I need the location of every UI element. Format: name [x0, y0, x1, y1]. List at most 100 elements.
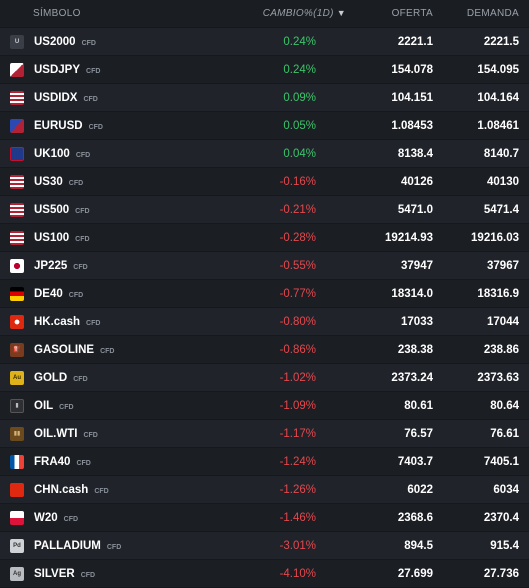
- table-row[interactable]: ▮▮ OIL.WTI CFD -1.17% 76.57 76.61: [0, 420, 529, 448]
- change-percent: -0.28%: [279, 231, 316, 244]
- symbol-name: HK.cash: [34, 315, 81, 328]
- bid-price[interactable]: 37947: [401, 259, 433, 272]
- table-row[interactable]: CHN.cash CFD -1.26% 6022 6034: [0, 476, 529, 504]
- uk-flag-icon: [10, 146, 24, 161]
- instrument-icon-cell: ▮▮: [0, 426, 34, 441]
- ask-price[interactable]: 17044: [487, 315, 519, 328]
- table-row[interactable]: Ag SILVER CFD -4.10% 27.699 27.736: [0, 560, 529, 588]
- table-row[interactable]: Au GOLD CFD -1.02% 2373.24 2373.63: [0, 364, 529, 392]
- bid-price[interactable]: 238.38: [397, 343, 433, 356]
- instrument-icon-cell: [0, 202, 34, 217]
- ask-price[interactable]: 76.61: [490, 427, 519, 440]
- bid-price[interactable]: 2373.24: [391, 371, 433, 384]
- bid-price[interactable]: 6022: [407, 483, 433, 496]
- table-row[interactable]: US30 CFD -0.16% 40126 40130: [0, 168, 529, 196]
- palladium-icon: Pd: [10, 538, 24, 553]
- change-percent: 0.24%: [283, 63, 316, 76]
- ask-price[interactable]: 154.095: [477, 63, 519, 76]
- bid-price[interactable]: 17033: [401, 315, 433, 328]
- bid-price[interactable]: 2368.6: [397, 511, 433, 524]
- table-row[interactable]: USDJPY CFD 0.24% 154.078 154.095: [0, 56, 529, 84]
- ask-price[interactable]: 27.736: [483, 567, 519, 580]
- table-row[interactable]: Pd PALLADIUM CFD -3.01% 894.5 915.4: [0, 532, 529, 560]
- bid-price[interactable]: 154.078: [391, 63, 433, 76]
- symbol-name: GASOLINE: [34, 343, 95, 356]
- bid-price[interactable]: 8138.4: [397, 147, 433, 160]
- ask-price[interactable]: 915.4: [490, 539, 519, 552]
- ask-price[interactable]: 8140.7: [483, 147, 519, 160]
- change-percent: 0.24%: [283, 35, 316, 48]
- ask-price[interactable]: 80.64: [490, 399, 519, 412]
- table-row[interactable]: US100 CFD -0.28% 19214.93 19216.03: [0, 224, 529, 252]
- instrument-icon-cell: ⛽: [0, 342, 34, 357]
- table-row[interactable]: ▮ OIL CFD -1.09% 80.61 80.64: [0, 392, 529, 420]
- ask-price[interactable]: 37967: [487, 259, 519, 272]
- table-row[interactable]: USDIDX CFD 0.09% 104.151 104.164: [0, 84, 529, 112]
- table-row[interactable]: US500 CFD -0.21% 5471.0 5471.4: [0, 196, 529, 224]
- us-flag-icon: [10, 174, 24, 189]
- table-row[interactable]: DE40 CFD -0.77% 18314.0 18316.9: [0, 280, 529, 308]
- table-row[interactable]: EURUSD CFD 0.05% 1.08453 1.08461: [0, 112, 529, 140]
- ask-price[interactable]: 6034: [493, 483, 519, 496]
- change-percent: -1.26%: [279, 483, 316, 496]
- symbol-name: OIL.WTI: [34, 427, 78, 440]
- instrument-icon-cell: [0, 230, 34, 245]
- bid-price[interactable]: 5471.0: [397, 203, 433, 216]
- instrument-icon-cell: [0, 314, 34, 329]
- bid-price[interactable]: 76.57: [404, 427, 433, 440]
- ask-price[interactable]: 19216.03: [471, 231, 519, 244]
- sort-desc-icon[interactable]: ▼: [336, 8, 346, 18]
- column-header-ask[interactable]: DEMANDA: [466, 8, 519, 19]
- symbol-cell: GASOLINE CFD: [34, 344, 241, 356]
- symbol-cell: HK.cash CFD: [34, 316, 241, 328]
- bid-price[interactable]: 2221.1: [397, 35, 433, 48]
- change-percent: -0.80%: [279, 315, 316, 328]
- bid-price[interactable]: 19214.93: [385, 231, 433, 244]
- instrument-icon-cell: [0, 482, 34, 497]
- table-row[interactable]: FRA40 CFD -1.24% 7403.7 7405.1: [0, 448, 529, 476]
- bid-price[interactable]: 80.61: [404, 399, 433, 412]
- column-header-bid[interactable]: OFERTA: [391, 8, 433, 19]
- bid-price[interactable]: 104.151: [391, 91, 433, 104]
- ask-price[interactable]: 1.08461: [477, 119, 519, 132]
- change-percent: -0.55%: [279, 259, 316, 272]
- poland-flag-icon: [10, 510, 24, 525]
- ask-price[interactable]: 104.164: [477, 91, 519, 104]
- instrument-type-tag: CFD: [106, 543, 122, 551]
- change-percent: 0.04%: [283, 147, 316, 160]
- ask-price[interactable]: 40130: [487, 175, 519, 188]
- change-percent: 0.05%: [283, 119, 316, 132]
- ask-price[interactable]: 238.86: [483, 343, 519, 356]
- column-header-symbol[interactable]: SÍMBOLO: [33, 8, 81, 19]
- table-row[interactable]: JP225 CFD -0.55% 37947 37967: [0, 252, 529, 280]
- change-percent: -1.17%: [279, 427, 316, 440]
- bid-price[interactable]: 27.699: [397, 567, 433, 580]
- gasoline-icon: ⛽: [10, 342, 24, 357]
- bid-price[interactable]: 894.5: [404, 539, 433, 552]
- table-row[interactable]: U US2000 CFD 0.24% 2221.1 2221.5: [0, 28, 529, 56]
- bid-price[interactable]: 7403.7: [397, 455, 433, 468]
- ask-price[interactable]: 18316.9: [477, 287, 519, 300]
- table-row[interactable]: ⛽ GASOLINE CFD -0.86% 238.38 238.86: [0, 336, 529, 364]
- usdjpy-flag-icon: [10, 62, 24, 77]
- instrument-type-tag: CFD: [63, 515, 79, 523]
- ask-price[interactable]: 2373.63: [477, 371, 519, 384]
- bid-price[interactable]: 40126: [401, 175, 433, 188]
- ask-price[interactable]: 2370.4: [483, 511, 519, 524]
- ask-price[interactable]: 7405.1: [483, 455, 519, 468]
- table-row[interactable]: W20 CFD -1.46% 2368.6 2370.4: [0, 504, 529, 532]
- instrument-type-tag: CFD: [75, 207, 90, 215]
- symbol-name: W20: [34, 511, 58, 524]
- table-row[interactable]: UK100 CFD 0.04% 8138.4 8140.7: [0, 140, 529, 168]
- instrument-icon-cell: Au: [0, 370, 34, 385]
- bid-price[interactable]: 18314.0: [391, 287, 433, 300]
- ask-price[interactable]: 5471.4: [483, 203, 519, 216]
- table-row[interactable]: HK.cash CFD -0.80% 17033 17044: [0, 308, 529, 336]
- bid-price[interactable]: 1.08453: [391, 119, 433, 132]
- instrument-icon-cell: [0, 286, 34, 301]
- column-header-change[interactable]: CAMBIO%(1D) ▼: [241, 8, 346, 19]
- symbol-name: US500: [34, 203, 70, 216]
- ask-price[interactable]: 2221.5: [483, 35, 519, 48]
- symbol-name: PALLADIUM: [34, 539, 101, 552]
- symbol-cell: USDJPY CFD: [34, 64, 241, 76]
